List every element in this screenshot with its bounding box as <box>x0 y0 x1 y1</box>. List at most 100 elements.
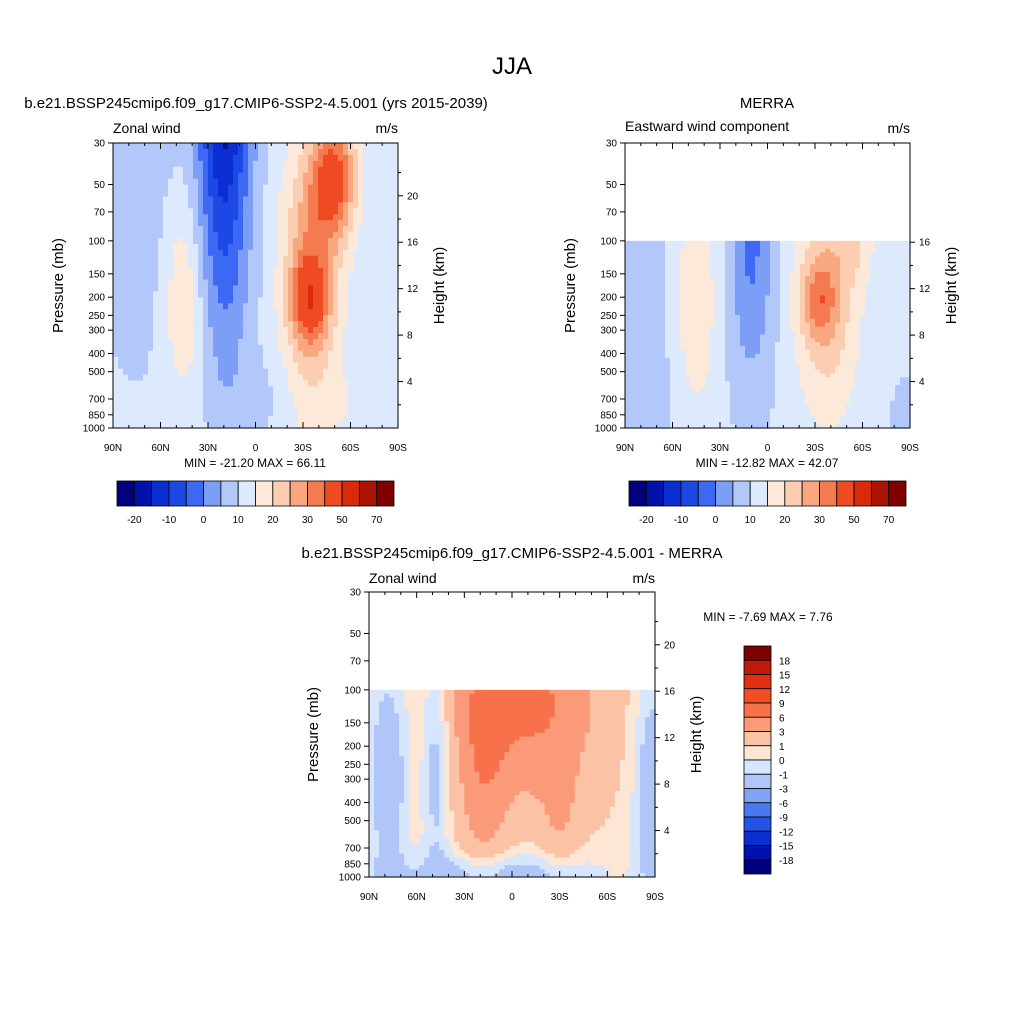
model-field-cell <box>298 338 304 346</box>
model-field-cell <box>213 190 219 198</box>
model-colorbar: -20 -10 0 10 20 30 50 70 <box>116 480 395 526</box>
model-field-cell <box>343 291 349 298</box>
obs-field-cell <box>885 260 891 265</box>
model-field-cell <box>213 374 219 382</box>
model-field-cell <box>168 226 174 233</box>
model-field-cell <box>253 333 259 340</box>
obs-field-cell <box>850 361 856 367</box>
model-field-cell <box>263 327 269 334</box>
obs-field-cell <box>625 248 631 254</box>
model-field-cell <box>178 380 184 388</box>
obs-field-cell <box>890 307 896 312</box>
model-field-cell <box>373 226 379 233</box>
model-field-cell <box>153 190 159 198</box>
model-field-cell <box>293 267 299 275</box>
obs-field-cell <box>850 248 856 254</box>
model-field-cell <box>238 386 244 393</box>
obs-field-cell <box>720 287 726 293</box>
obs-field-cell <box>695 346 701 351</box>
model-field-cell <box>243 362 249 370</box>
obs-field-cell <box>890 342 896 347</box>
model-field-cell <box>233 321 239 328</box>
model-field-cell <box>253 226 259 233</box>
obs-field-cell <box>880 377 886 382</box>
obs-field-cell <box>665 361 671 367</box>
model-field-cell <box>168 333 174 340</box>
model-height-tick-label: 4 <box>407 377 413 388</box>
obs-field-cell <box>810 322 816 328</box>
obs-field-cell <box>755 361 761 367</box>
model-field-cell <box>243 350 249 358</box>
obs-field-cell <box>745 275 751 281</box>
model-field-cell <box>228 202 234 209</box>
model-field-cell <box>313 196 319 203</box>
model-field-cell <box>188 208 194 215</box>
model-field-cell <box>268 243 274 251</box>
obs-field-cell <box>870 377 876 382</box>
obs-field-cell <box>860 314 866 320</box>
obs-field-cell <box>825 318 831 324</box>
obs-field-cell <box>665 353 671 359</box>
obs-field-cell <box>715 260 721 265</box>
model-field-cell <box>228 226 234 233</box>
model-field-cell <box>208 338 214 346</box>
model-field-cell <box>293 309 299 316</box>
obs-field-cell <box>880 334 886 339</box>
model-field-cell <box>323 327 329 334</box>
obs-field-cell <box>655 326 661 332</box>
model-field-cell <box>358 154 364 162</box>
model-field-cell <box>233 368 239 376</box>
obs-field-cell <box>730 275 736 281</box>
model-field-cell <box>163 368 169 376</box>
model-field-cell <box>188 327 194 334</box>
obs-field-cell <box>730 295 736 300</box>
model-field-cell <box>368 404 374 411</box>
model-field-cell <box>143 404 149 411</box>
model-field-cell <box>223 404 229 411</box>
model-field-cell <box>393 279 399 287</box>
model-field-cell <box>248 338 254 346</box>
obs-field-cell <box>735 326 741 332</box>
obs-field-cell <box>850 369 856 375</box>
model-field-cell <box>298 422 304 429</box>
model-field-cell <box>273 291 279 298</box>
model-field-cell <box>258 392 264 399</box>
model-field-cell <box>223 422 229 429</box>
obs-field-cell <box>675 365 681 371</box>
obs-field-cell <box>635 299 641 304</box>
obs-field-cell <box>745 385 751 390</box>
model-field-cell <box>343 238 349 245</box>
obs-field-cell <box>830 350 836 355</box>
obs-field-cell <box>660 322 666 328</box>
model-field-cell <box>193 255 199 263</box>
model-field-cell <box>343 303 349 310</box>
obs-field-cell <box>630 322 636 328</box>
model-field-cell <box>123 291 129 298</box>
model-field-cell <box>278 410 284 417</box>
model-field-cell <box>363 315 369 322</box>
model-field-cell <box>158 315 164 322</box>
model-field-cell <box>138 255 144 263</box>
obs-field-cell <box>875 365 881 371</box>
obs-field-cell <box>720 381 726 386</box>
model-field-cell <box>198 166 204 174</box>
obs-field-cell <box>750 307 756 312</box>
model-field-cell <box>323 214 329 221</box>
model-field-cell <box>133 398 139 405</box>
obs-field-cell <box>665 381 671 386</box>
model-field-cell <box>233 208 239 215</box>
obs-field-cell <box>895 248 901 254</box>
model-field-cell <box>308 202 314 209</box>
model-field-cell <box>318 303 324 310</box>
model-field-cell <box>203 220 209 227</box>
model-field-cell <box>178 422 184 429</box>
model-field-cell <box>373 238 379 245</box>
model-field-cell <box>318 392 324 399</box>
obs-field-cell <box>680 381 686 386</box>
obs-field-cell <box>625 314 631 320</box>
obs-field-cell <box>905 260 911 265</box>
model-field-cell <box>388 422 394 429</box>
obs-field-cell <box>685 373 691 378</box>
model-field-cell <box>143 422 149 429</box>
obs-field-cell <box>705 330 711 336</box>
